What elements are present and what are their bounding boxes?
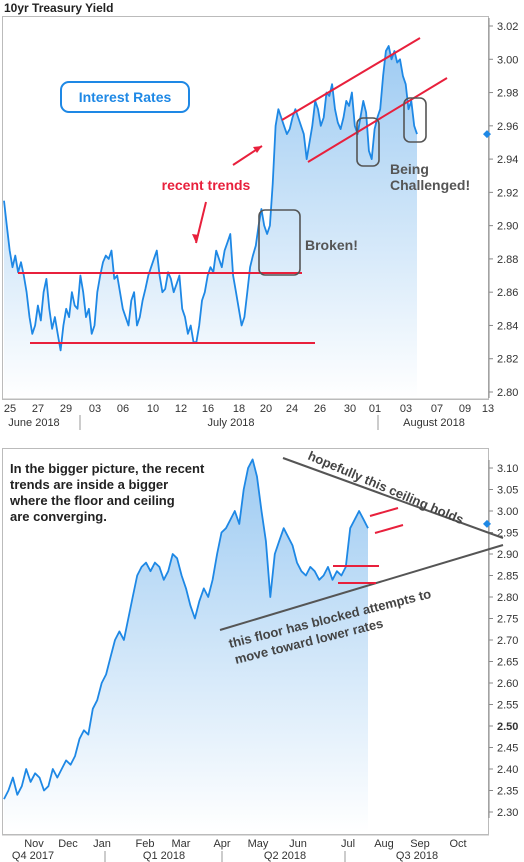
chart1-ytick-label: 2.98	[497, 88, 518, 100]
chart1-period-label: August 2018	[403, 417, 465, 429]
chart1-xtick-label: 01	[369, 403, 381, 415]
chart1-xtick-label: 07	[431, 403, 443, 415]
chart2-ytick-label: 2.30	[497, 807, 518, 819]
chart2-xtick-label: May	[248, 838, 269, 850]
chart2-period-label: Q2 2018	[264, 850, 306, 862]
chart2-area	[4, 459, 368, 832]
chart2-xtick-label: Jan	[93, 838, 111, 850]
chart1-xtick-label: 26	[314, 403, 326, 415]
chart1-ytick-label: 2.92	[497, 187, 518, 199]
chart2-ytick-label: 2.85	[497, 571, 518, 583]
chart2-ytick-label: 2.65	[497, 657, 518, 669]
chart1-ytick-label: 2.90	[497, 221, 518, 233]
bigger-picture-note: In the bigger picture, the recent trends…	[9, 461, 208, 524]
chart1-period-label: June 2018	[8, 417, 59, 429]
chart2-short-trend-line	[369, 507, 399, 517]
chart2-ytick-label: 3.10	[497, 463, 518, 475]
chart2-last-value-marker	[483, 519, 491, 528]
chart1-series-line	[3, 45, 418, 352]
chart1-xtick-label: 10	[147, 403, 159, 415]
chart1-xtick-label: 27	[32, 403, 44, 415]
chart1-xtick-label: 29	[60, 403, 72, 415]
chart1-xtick-label: 24	[286, 403, 298, 415]
chart2-ytick-label: 2.70	[497, 635, 518, 647]
chart2-xtick-label: Dec	[58, 838, 78, 850]
chart2-ytick-label: 2.90	[497, 549, 518, 561]
recent-trends-label: recent trends	[162, 177, 251, 193]
chart2-xtick-label: Mar	[172, 838, 191, 850]
chart2-xtick-label: Feb	[136, 838, 155, 850]
chart1-xtick-label: 20	[260, 403, 272, 415]
chart1-xtick-label: 30	[344, 403, 356, 415]
ceiling-label: hopefully this ceiling holds	[306, 448, 466, 527]
broken-label: Broken!	[305, 237, 358, 253]
chart1-ytick-label: 2.96	[497, 121, 518, 133]
chart1-xtick-label: 18	[233, 403, 245, 415]
chart1-xtick-label: 03	[89, 403, 101, 415]
chart1-area	[4, 46, 417, 398]
broken-box	[258, 209, 301, 276]
chart1-ytick-label: 2.86	[497, 287, 518, 299]
chart2-ytick-label: 2.55	[497, 700, 518, 712]
chart2-xtick-label: Aug	[374, 838, 394, 850]
chart1-ytick-label: 3.02	[497, 21, 518, 33]
interest-rates-badge	[60, 81, 190, 113]
chart2-short-trend-line	[374, 524, 404, 534]
chart1-xtick-label: 03	[400, 403, 412, 415]
chart2-ytick-label: 2.50	[497, 721, 518, 733]
chart2-ytick-label: 3.00	[497, 506, 518, 518]
chart2-xtick-label: Sep	[410, 838, 430, 850]
recent-trends-arrow-right-head	[253, 146, 262, 153]
chart2-ytick-label: 2.75	[497, 614, 518, 626]
chart2-ceiling-line	[282, 457, 504, 539]
chart1-ytick-label: 2.94	[497, 154, 518, 166]
chart2-xtick-label: Oct	[449, 838, 466, 850]
chart1-ytick-label: 3.00	[497, 54, 518, 66]
chart2-ytick-label: 2.60	[497, 678, 518, 690]
chart2-xtick-label: Jul	[341, 838, 355, 850]
chart1-xtick-label: 06	[117, 403, 129, 415]
chart2-plot: 2.30 2.35 2.40 2.45 2.50 2.55 2.60 2.65 2.70 2.75…	[2, 457, 518, 862]
chart1-period-label: July 2018	[207, 417, 254, 429]
chart2-xtick-label: Nov	[24, 838, 44, 850]
challenge-box-1	[356, 117, 380, 167]
chart-title: 10yr Treasury Yield	[4, 1, 113, 15]
chart1-xtick-label: 25	[4, 403, 16, 415]
chart1-xtick-label: 13	[482, 403, 494, 415]
chart2-period-label: Q3 2018	[396, 850, 438, 862]
chart1-xtick-label: 12	[175, 403, 187, 415]
chart2-ytick-label: 2.35	[497, 786, 518, 798]
chart2-ytick-label: 2.80	[497, 592, 518, 604]
chart1-ytick-label: 2.88	[497, 254, 518, 266]
chart2-floor-line	[219, 544, 504, 631]
chart1-xtick-label: 09	[459, 403, 471, 415]
chart2-ytick-label: 2.45	[497, 743, 518, 755]
chart2-series-line	[3, 458, 369, 800]
chart1-last-value-marker	[483, 130, 491, 139]
chart2-ytick-label: 3.05	[497, 485, 518, 497]
chart1-ytick-label: 2.82	[497, 354, 518, 366]
recent-trends-arrow-down-head	[192, 234, 199, 243]
interest-rates-badge-label: Interest Rates	[79, 89, 172, 105]
chart1-xtick-label: 16	[202, 403, 214, 415]
chart1-plot: 2.80 2.82 2.84 2.86 2.88 2.90 2.92 2.94 2.96 2.98…	[2, 18, 518, 430]
chart2-xtick-label: Apr	[213, 838, 230, 850]
challenge-box-2	[403, 97, 427, 143]
chart1-ytick-label: 2.80	[497, 387, 518, 399]
being-challenged-label: Being Challenged!	[390, 161, 470, 193]
chart2-period-label: Q4 2017	[12, 850, 54, 862]
chart2-ytick-label: 2.40	[497, 764, 518, 776]
chart1-trend-line	[281, 37, 421, 121]
chart1-ytick-label: 2.84	[497, 320, 518, 332]
chart2-xtick-label: Jun	[289, 838, 307, 850]
chart2-period-label: Q1 2018	[143, 850, 185, 862]
chart2-ytick-label: 2.95	[497, 528, 518, 540]
